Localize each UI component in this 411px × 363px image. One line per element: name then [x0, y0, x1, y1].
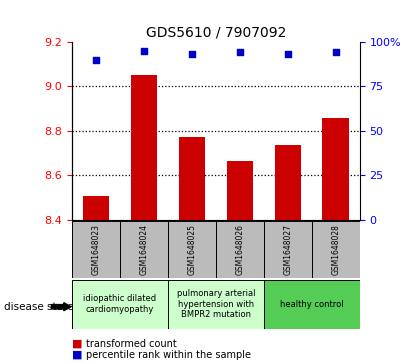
Bar	[179, 137, 205, 220]
Bar	[312, 221, 360, 278]
Bar	[83, 196, 109, 220]
Point	[236, 49, 243, 55]
Text: GSM1648025: GSM1648025	[187, 224, 196, 275]
Bar	[275, 145, 301, 220]
Point	[189, 51, 195, 57]
Text: transformed count: transformed count	[86, 339, 177, 349]
Bar	[168, 221, 216, 278]
Point	[141, 48, 147, 54]
Text: GSM1648028: GSM1648028	[331, 224, 340, 275]
Bar	[120, 221, 168, 278]
Text: GSM1648023: GSM1648023	[91, 224, 100, 275]
Text: healthy control: healthy control	[280, 299, 344, 309]
Point	[92, 57, 99, 62]
Bar	[168, 280, 264, 329]
Text: idiopathic dilated
cardiomyopathy: idiopathic dilated cardiomyopathy	[83, 294, 157, 314]
Bar	[72, 280, 168, 329]
Text: ■: ■	[72, 339, 83, 349]
Bar	[264, 280, 360, 329]
Bar	[264, 221, 312, 278]
Bar	[226, 161, 253, 220]
Text: GSM1648026: GSM1648026	[235, 224, 244, 275]
Bar	[72, 221, 120, 278]
Text: pulmonary arterial
hypertension with
BMPR2 mutation: pulmonary arterial hypertension with BMP…	[177, 289, 255, 319]
Text: disease state: disease state	[4, 302, 74, 312]
Point	[284, 51, 291, 57]
Point	[332, 49, 339, 55]
Title: GDS5610 / 7907092: GDS5610 / 7907092	[145, 25, 286, 39]
Text: percentile rank within the sample: percentile rank within the sample	[86, 350, 251, 360]
Bar	[323, 118, 349, 220]
Text: ■: ■	[72, 350, 83, 360]
Bar	[131, 75, 157, 220]
Text: GSM1648027: GSM1648027	[283, 224, 292, 275]
Text: GSM1648024: GSM1648024	[139, 224, 148, 275]
Bar	[216, 221, 264, 278]
